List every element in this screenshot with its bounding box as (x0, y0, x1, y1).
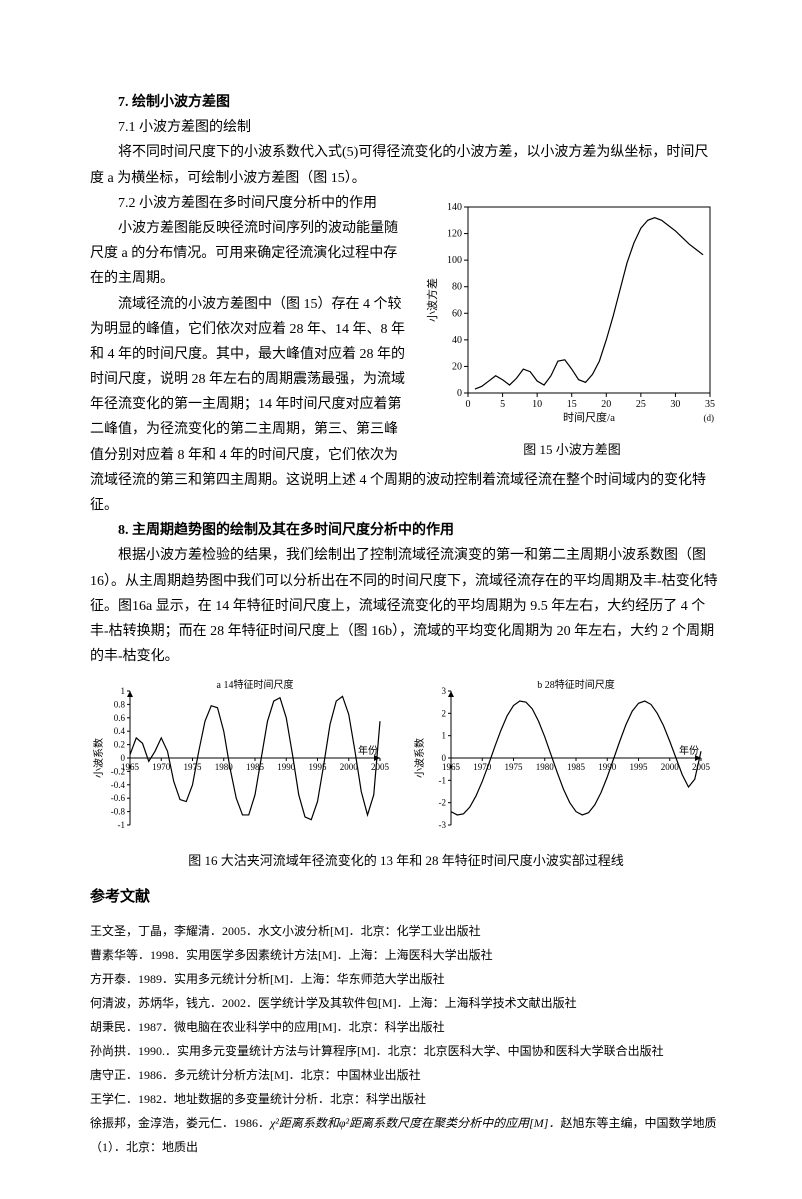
svg-text:时间尺度/a: 时间尺度/a (563, 410, 615, 424)
svg-text:0.4: 0.4 (114, 727, 126, 737)
svg-text:1990: 1990 (277, 762, 296, 772)
section-7-title: 7. 绘制小波方差图 (90, 90, 722, 115)
svg-text:-0.8: -0.8 (111, 807, 126, 817)
svg-text:2005: 2005 (692, 762, 711, 772)
svg-text:2005: 2005 (371, 762, 390, 772)
svg-text:-1: -1 (118, 820, 126, 830)
references-list: 王文圣，丁晶，李耀清．2005．水文小波分析[M]．北京：化学工业出版社曹素华等… (90, 919, 722, 1111)
svg-text:10: 10 (532, 399, 542, 410)
reference-item: 王学仁．1982．地址数据的多变量统计分析．北京：科学出版社 (90, 1087, 722, 1111)
reference-item: 徐振邦，金淳浩，娄元仁．1986．χ²距离系数和φ²距离系数尺度在聚类分析中的应… (90, 1111, 722, 1159)
svg-text:3: 3 (442, 686, 447, 696)
svg-text:0.2: 0.2 (114, 740, 125, 750)
paragraph: 根据小波方差检验的结果，我们绘制出了控制流域径流演变的第一和第二主周期小波系数图… (90, 543, 722, 669)
reference-item: 王文圣，丁晶，李耀清．2005．水文小波分析[M]．北京：化学工业出版社 (90, 919, 722, 943)
svg-text:35: 35 (705, 399, 715, 410)
svg-text:b 28特征时间尺度: b 28特征时间尺度 (537, 678, 615, 691)
reference-item: 孙尚拱．1990.．实用多元变量统计方法与计算程序[M]．北京：北京医科大学、中… (90, 1039, 722, 1063)
ref-text: 徐振邦，金淳浩，娄元仁．1986． (90, 1116, 270, 1130)
figure-16: a 14特征时间尺度-1-0.8-0.6-0.4-0.200.20.40.60.… (90, 677, 722, 846)
svg-text:小波系数: 小波系数 (413, 738, 426, 778)
reference-item: 方开泰．1989．实用多元统计分析[M]．上海：华东师范大学出版社 (90, 967, 722, 991)
svg-text:1975: 1975 (184, 762, 203, 772)
svg-text:0: 0 (457, 388, 462, 399)
svg-text:-1: -1 (439, 776, 447, 786)
reference-item: 胡秉民．1987．微电脑在农业科学中的应用[M]．北京：科学出版社 (90, 1015, 722, 1039)
svg-text:1990: 1990 (598, 762, 617, 772)
page: 7. 绘制小波方差图 7.1 小波方差图的绘制 将不同时间尺度下的小波系数代入式… (0, 0, 802, 1199)
svg-text:100: 100 (447, 255, 462, 266)
svg-text:2000: 2000 (661, 762, 680, 772)
reference-item: 何清波，苏炳华，钱亢．2002．医学统计学及其软件包[M]．上海：上海科学技术文… (90, 991, 722, 1015)
paragraph: 将不同时间尺度下的小波系数代入式(5)可得径流变化的小波方差，以小波方差为纵坐标… (90, 140, 722, 190)
wavelet-variance-chart: 0 5 10 15 20 25 30 35 0 20 40 60 80 100 120 140 时间尺度/a (d… (422, 197, 722, 427)
svg-text:0: 0 (466, 399, 471, 410)
svg-text:0.6: 0.6 (114, 713, 126, 723)
svg-text:年份: 年份 (358, 744, 378, 757)
reference-item: 唐守正．1986．多元统计分析方法[M]．北京：中国林业出版社 (90, 1063, 722, 1087)
svg-text:2: 2 (442, 709, 447, 719)
svg-text:1975: 1975 (505, 762, 524, 772)
svg-text:120: 120 (447, 228, 462, 239)
svg-text:年份: 年份 (679, 744, 699, 757)
svg-text:20: 20 (601, 399, 611, 410)
svg-text:1985: 1985 (246, 762, 265, 772)
section-7-1-title: 7.1 小波方差图的绘制 (90, 115, 722, 140)
svg-text:30: 30 (670, 399, 680, 410)
svg-text:1970: 1970 (152, 762, 171, 772)
section-8-title: 8. 主周期趋势图的绘制及其在多时间尺度分析中的作用 (90, 518, 722, 543)
reference-item: 曹素华等．1998．实用医学多因素统计方法[M]．上海：上海医科大学出版社 (90, 943, 722, 967)
svg-text:1995: 1995 (630, 762, 649, 772)
svg-text:1985: 1985 (567, 762, 586, 772)
svg-text:0.8: 0.8 (114, 700, 126, 710)
references-title: 参考文献 (90, 884, 722, 911)
svg-text:140: 140 (447, 202, 462, 213)
svg-text:小波方差: 小波方差 (425, 278, 439, 322)
svg-text:-3: -3 (439, 820, 447, 830)
svg-text:-2: -2 (439, 798, 447, 808)
svg-text:20: 20 (452, 361, 462, 372)
svg-text:80: 80 (452, 281, 462, 292)
svg-text:1: 1 (442, 731, 447, 741)
svg-text:5: 5 (500, 399, 505, 410)
svg-text:-0.4: -0.4 (111, 780, 126, 790)
svg-text:1980: 1980 (536, 762, 555, 772)
ref-math: χ²距离系数和φ²距离系数尺度在聚类分析中的应用[M]． (270, 1116, 560, 1130)
svg-text:25: 25 (636, 399, 646, 410)
svg-text:2000: 2000 (340, 762, 359, 772)
svg-text:1965: 1965 (121, 762, 140, 772)
svg-text:小波系数: 小波系数 (92, 738, 105, 778)
svg-text:1965: 1965 (442, 762, 461, 772)
chart-16b: b 28特征时间尺度-3-2-10123小波系数1965197019751980… (411, 677, 711, 837)
svg-text:1: 1 (121, 686, 126, 696)
svg-text:40: 40 (452, 335, 462, 346)
figure-15-caption: 图 15 小波方差图 (422, 438, 722, 461)
svg-text:15: 15 (567, 399, 577, 410)
figure-15: 0 5 10 15 20 25 30 35 0 20 40 60 80 100 120 140 时间尺度/a (d… (422, 197, 722, 462)
svg-text:a 14特征时间尺度: a 14特征时间尺度 (217, 678, 294, 691)
chart-16a: a 14特征时间尺度-1-0.8-0.6-0.4-0.200.20.40.60.… (90, 677, 390, 837)
svg-text:-0.6: -0.6 (111, 794, 126, 804)
svg-text:(d): (d) (704, 413, 715, 423)
svg-text:60: 60 (452, 308, 462, 319)
figure-16-caption: 图 16 大沽夹河流域年径流变化的 13 年和 28 年特征时间尺度小波实部过程… (90, 849, 722, 872)
